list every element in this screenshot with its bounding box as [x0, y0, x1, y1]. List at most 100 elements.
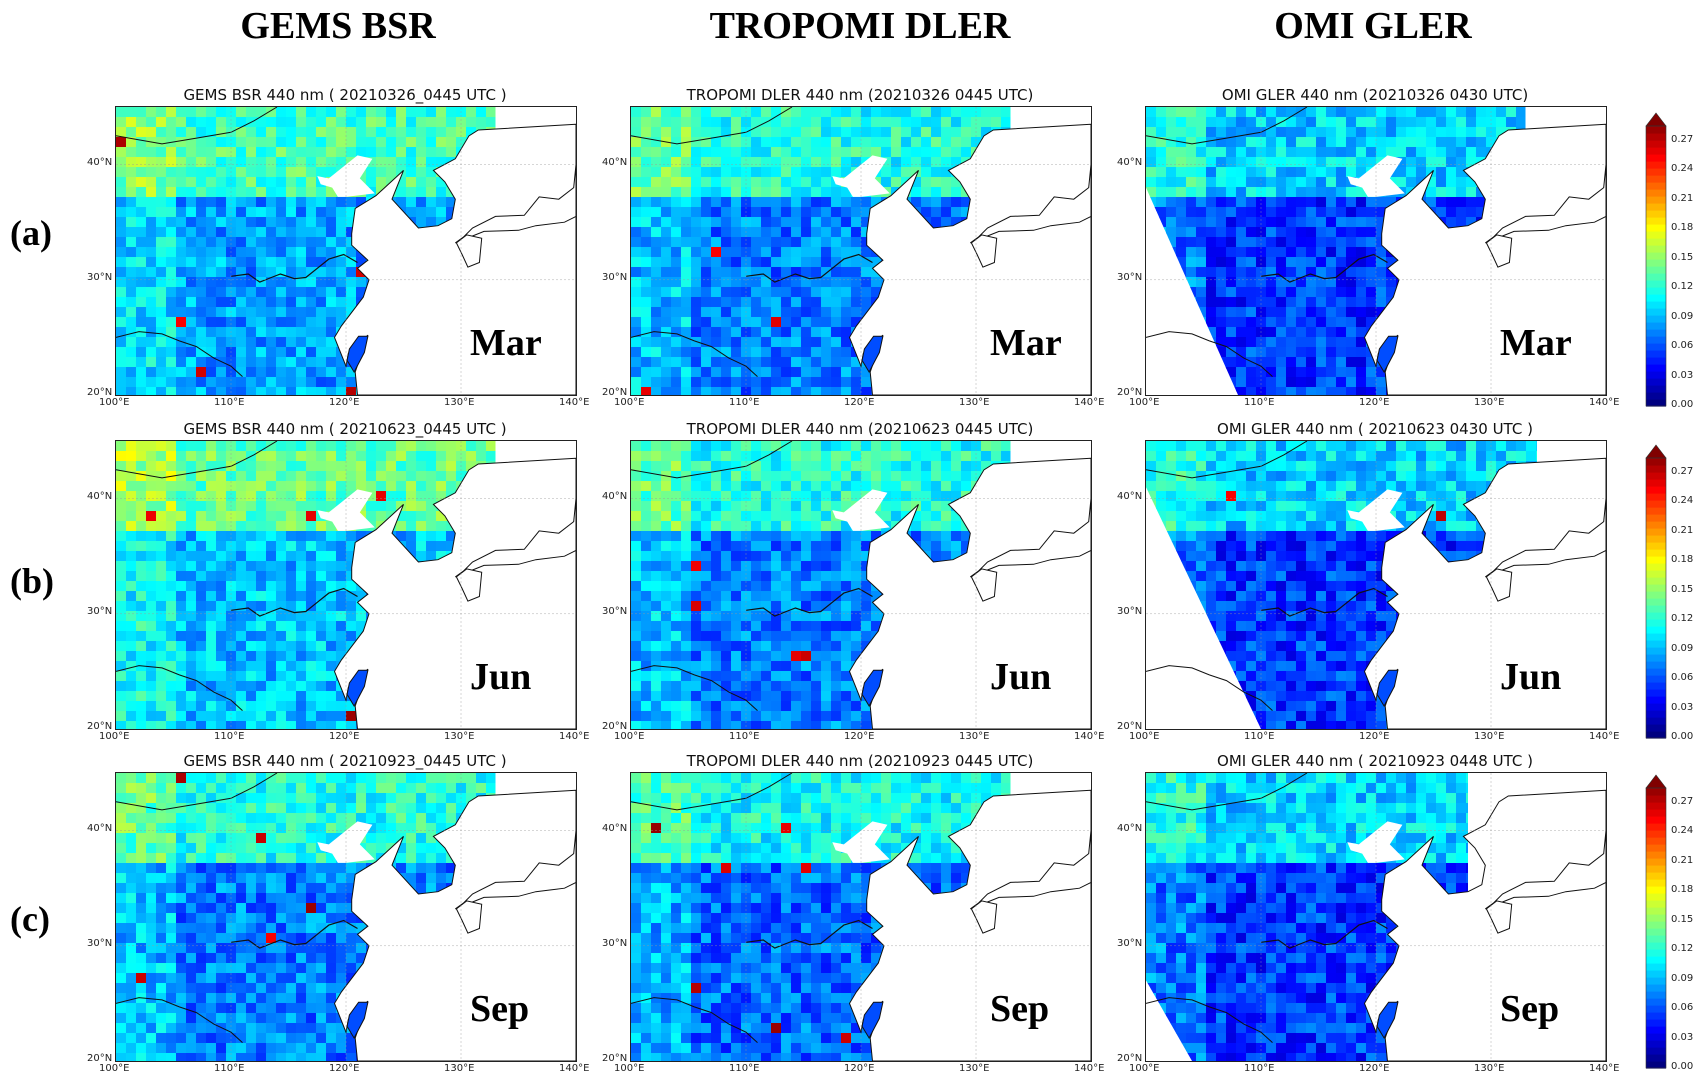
x-tick-label: 100°E	[614, 397, 645, 408]
x-tick-label: 140°E	[1074, 397, 1105, 408]
x-tick-label: 120°E	[1359, 731, 1390, 742]
y-tick-label: 30°N	[1117, 605, 1143, 617]
month-label: Sep	[1500, 988, 1560, 1030]
month-label: Sep	[990, 988, 1050, 1030]
panel-title: OMI GLER 440 nm ( 20210923 0448 UTC )	[1217, 752, 1533, 770]
panel-title: OMI GLER 440 nm (20210326 0430 UTC)	[1221, 86, 1529, 104]
month-label: Mar	[1500, 322, 1572, 364]
colorbar-tick-label: 0.12	[1671, 613, 1694, 625]
x-tick-label: 110°E	[214, 397, 245, 408]
colorbar-tick-label: 0.06	[1671, 672, 1694, 684]
colorbar-tick-label: 0.15	[1671, 913, 1694, 925]
x-tick-label: 120°E	[844, 1063, 875, 1074]
x-tick-label: 140°E	[1589, 397, 1620, 408]
map-svg	[116, 441, 576, 729]
y-tick-label: 20°N	[87, 1053, 113, 1064]
x-tick-label: 120°E	[329, 731, 360, 742]
y-tick-label: 20°N	[1117, 1053, 1143, 1064]
month-label: Mar	[990, 322, 1062, 364]
map-plot-area	[630, 440, 1092, 730]
x-tick-label: 140°E	[559, 731, 590, 742]
column-title-tropomi: TROPOMI DLER	[709, 5, 1011, 47]
x-tick-label: 120°E	[1359, 397, 1390, 408]
map-svg	[1146, 107, 1606, 395]
x-tick-label: 100°E	[1129, 731, 1160, 742]
colorbar-tick-label: 0.06	[1671, 340, 1694, 352]
colorbar-tick-label: 0.27	[1671, 133, 1694, 145]
x-tick-label: 130°E	[1474, 731, 1505, 742]
x-tick-label: 140°E	[1074, 1063, 1105, 1074]
row-label-b: (b)	[10, 561, 54, 601]
colorbar-tick-label: 0.00	[1671, 731, 1694, 742]
map-svg	[116, 107, 576, 395]
colorbar	[1645, 112, 1667, 407]
map-plot-area	[115, 440, 577, 730]
x-tick-label: 120°E	[329, 1063, 360, 1074]
y-tick-label: 30°N	[1117, 937, 1143, 949]
colorbar-tick-label: 0.12	[1671, 943, 1694, 955]
y-tick-label: 40°N	[1117, 490, 1143, 502]
colorbar-tick-label: 0.09	[1671, 310, 1694, 322]
row-label-c: (c)	[10, 899, 50, 939]
row-label-a: (a)	[10, 213, 52, 253]
month-label: Sep	[470, 988, 530, 1030]
panel-title: GEMS BSR 440 nm ( 20210923_0445 UTC )	[183, 752, 507, 770]
map-svg	[1146, 441, 1606, 729]
map-plot-area	[115, 106, 577, 396]
panel-title: OMI GLER 440 nm ( 20210623 0430 UTC )	[1217, 420, 1533, 438]
colorbar-tick-label: 0.09	[1671, 642, 1694, 654]
colorbar-tick-label: 0.21	[1671, 854, 1694, 866]
y-tick-label: 40°N	[87, 490, 113, 502]
map-plot-area	[1145, 440, 1607, 730]
x-tick-label: 140°E	[1074, 731, 1105, 742]
colorbar-tick-label: 0.21	[1671, 192, 1694, 204]
panel-title: TROPOMI DLER 440 nm (20210623 0445 UTC)	[686, 420, 1034, 438]
y-tick-label: 40°N	[87, 822, 113, 834]
x-tick-label: 140°E	[559, 397, 590, 408]
colorbar-tick-label: 0.12	[1671, 281, 1694, 293]
y-tick-label: 20°N	[87, 387, 113, 398]
x-tick-label: 110°E	[729, 397, 760, 408]
column-title-omi: OMI GLER	[1274, 5, 1472, 47]
colorbar-tick-label: 0.18	[1671, 554, 1694, 566]
y-tick-label: 30°N	[87, 937, 113, 949]
x-tick-label: 130°E	[444, 397, 475, 408]
x-tick-label: 120°E	[329, 397, 360, 408]
x-tick-label: 140°E	[1589, 731, 1620, 742]
x-tick-label: 120°E	[844, 397, 875, 408]
map-svg	[631, 773, 1091, 1061]
x-tick-label: 130°E	[959, 731, 990, 742]
y-tick-label: 40°N	[1117, 156, 1143, 168]
y-tick-label: 30°N	[87, 605, 113, 617]
y-tick-label: 20°N	[602, 387, 628, 398]
colorbar-tick-label: 0.03	[1671, 1031, 1694, 1043]
colorbar-tick-label: 0.09	[1671, 972, 1694, 984]
x-tick-label: 110°E	[214, 731, 245, 742]
x-tick-label: 110°E	[1244, 1063, 1275, 1074]
y-tick-label: 20°N	[602, 1053, 628, 1064]
x-tick-label: 120°E	[1359, 1063, 1390, 1074]
y-tick-label: 20°N	[602, 721, 628, 732]
month-label: Jun	[1500, 656, 1562, 698]
y-tick-label: 30°N	[1117, 271, 1143, 283]
colorbar-tick-label: 0.27	[1671, 795, 1694, 807]
x-tick-label: 100°E	[99, 397, 130, 408]
colorbar-tick-label: 0.15	[1671, 251, 1694, 263]
x-tick-label: 140°E	[559, 1063, 590, 1074]
colorbar-tick-label: 0.27	[1671, 465, 1694, 477]
y-tick-label: 40°N	[602, 490, 628, 502]
x-tick-label: 120°E	[844, 731, 875, 742]
map-plot-area	[630, 106, 1092, 396]
map-svg	[116, 773, 576, 1061]
colorbar-tick-label: 0.00	[1671, 1061, 1694, 1072]
map-plot-area	[630, 772, 1092, 1062]
colorbar-tick-label: 0.21	[1671, 524, 1694, 536]
panel-title: TROPOMI DLER 440 nm (20210923 0445 UTC)	[686, 752, 1034, 770]
colorbar-tick-label: 0.24	[1671, 495, 1694, 507]
colorbar-tick-label: 0.18	[1671, 222, 1694, 234]
colorbar	[1645, 774, 1667, 1069]
x-tick-label: 100°E	[614, 1063, 645, 1074]
map-svg	[631, 107, 1091, 395]
map-svg	[631, 441, 1091, 729]
panel-title: GEMS BSR 440 nm ( 20210623_0445 UTC )	[183, 420, 507, 438]
